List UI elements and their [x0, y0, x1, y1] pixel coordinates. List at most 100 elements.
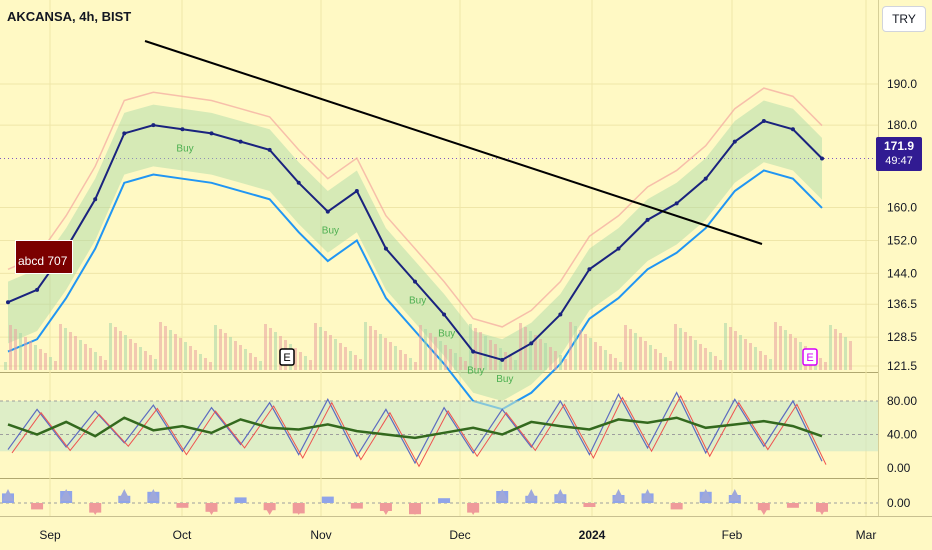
volume-bar	[74, 336, 77, 370]
volume-bar	[369, 326, 372, 370]
time-tick-label: 2024	[579, 528, 606, 542]
volume-bar	[849, 341, 852, 370]
volume-bar	[154, 359, 157, 370]
price-point	[93, 197, 98, 202]
histo-triangle-down	[89, 505, 102, 515]
volume-bar	[649, 345, 652, 370]
price-tick-label: 190.0	[887, 77, 917, 91]
volume-bar	[234, 341, 237, 370]
histo-triangle-down	[379, 505, 392, 515]
volume-bar	[534, 335, 537, 370]
ichimoku-cloud	[7, 87, 823, 411]
volume-bar	[614, 358, 617, 370]
rsi-line	[7, 416, 823, 440]
volume-bar	[529, 331, 532, 370]
volume-bar	[704, 348, 707, 370]
histo-triangle-down	[816, 505, 828, 515]
volume-bar	[104, 360, 107, 370]
volume-bar	[444, 345, 447, 370]
volume-bar	[344, 347, 347, 370]
price-point	[442, 312, 447, 317]
price-point	[500, 357, 505, 362]
histo-bar	[786, 503, 799, 508]
volume-bar	[34, 345, 37, 370]
price-point	[209, 131, 214, 136]
volume-bar	[304, 356, 307, 370]
volume-bar	[249, 353, 252, 370]
buy-label: Buy	[438, 329, 455, 340]
histo-triangle-up	[612, 489, 625, 501]
histo-bar	[31, 503, 44, 510]
volume-bar	[114, 327, 117, 370]
volume-bar	[44, 353, 47, 370]
price-tick-label: 121.5	[887, 359, 917, 373]
histo-triangle-down	[757, 505, 770, 515]
volume-bar	[334, 339, 337, 370]
volume-bar	[189, 346, 192, 370]
histo-triangle-up	[496, 489, 509, 501]
volume-bar	[684, 332, 687, 370]
price-point	[587, 267, 592, 272]
volume-bar	[619, 362, 622, 370]
histo-triangle-up	[699, 489, 712, 501]
earnings-marker-label: E	[283, 352, 290, 364]
volume-bar	[484, 336, 487, 370]
volume-bar	[429, 333, 432, 370]
price-point	[703, 176, 708, 181]
volume-bar	[829, 325, 832, 370]
volume-bar	[339, 343, 342, 370]
volume-bar	[129, 339, 132, 370]
oscillator-pane	[0, 391, 878, 468]
volume-bar	[224, 333, 227, 370]
price-point	[761, 119, 766, 124]
volume-bar	[479, 332, 482, 370]
histo-bar	[350, 503, 363, 509]
volume-bar	[209, 362, 212, 370]
volume-bar	[689, 336, 692, 370]
histo-triangle-up	[147, 489, 160, 501]
volume-bar	[4, 362, 7, 370]
price-point	[645, 217, 650, 222]
buy-label: Buy	[322, 226, 339, 237]
symbol-title[interactable]: AKCANSA, 4h, BIST	[7, 9, 132, 24]
volume-bar	[79, 340, 82, 370]
volume-bar	[319, 327, 322, 370]
trendline[interactable]	[144, 40, 763, 245]
volume-bar	[54, 361, 57, 370]
cloud-lower-line	[7, 169, 823, 411]
volume-bar	[524, 327, 527, 370]
volume-bar	[159, 322, 162, 370]
volume-bar	[314, 323, 317, 370]
volume-bar	[239, 345, 242, 370]
price-point	[732, 139, 737, 144]
time-tick-label: Oct	[173, 528, 192, 542]
stoch-d-line	[11, 394, 827, 468]
volume-bar	[359, 359, 362, 370]
volume-bar	[464, 361, 467, 370]
currency-button[interactable]: TRY	[882, 6, 926, 32]
price-point	[674, 201, 679, 206]
osc-tick-label: 40.00	[887, 428, 917, 442]
volume-bar	[644, 341, 647, 370]
price-point	[151, 123, 156, 128]
volume-bar	[504, 352, 507, 370]
volume-bar	[254, 357, 257, 370]
ma-ribbon	[8, 100, 822, 401]
pattern-label[interactable]: abcd 707	[15, 240, 73, 274]
volume-bar	[259, 361, 262, 370]
volume-bar	[49, 357, 52, 370]
volume-bar	[609, 354, 612, 370]
volume-bar	[719, 360, 722, 370]
volume-bar	[394, 346, 397, 370]
price-series	[6, 119, 824, 362]
buy-label: Buy	[467, 366, 484, 377]
osc-tick-label: 0.00	[887, 461, 911, 475]
volume-bar	[744, 339, 747, 370]
volume-bar	[519, 323, 522, 370]
price-point	[325, 209, 330, 214]
volume-bar	[374, 330, 377, 370]
volume-bar	[39, 349, 42, 370]
earnings-marker-box	[279, 348, 295, 366]
price-tick-label: 144.0	[887, 266, 917, 280]
